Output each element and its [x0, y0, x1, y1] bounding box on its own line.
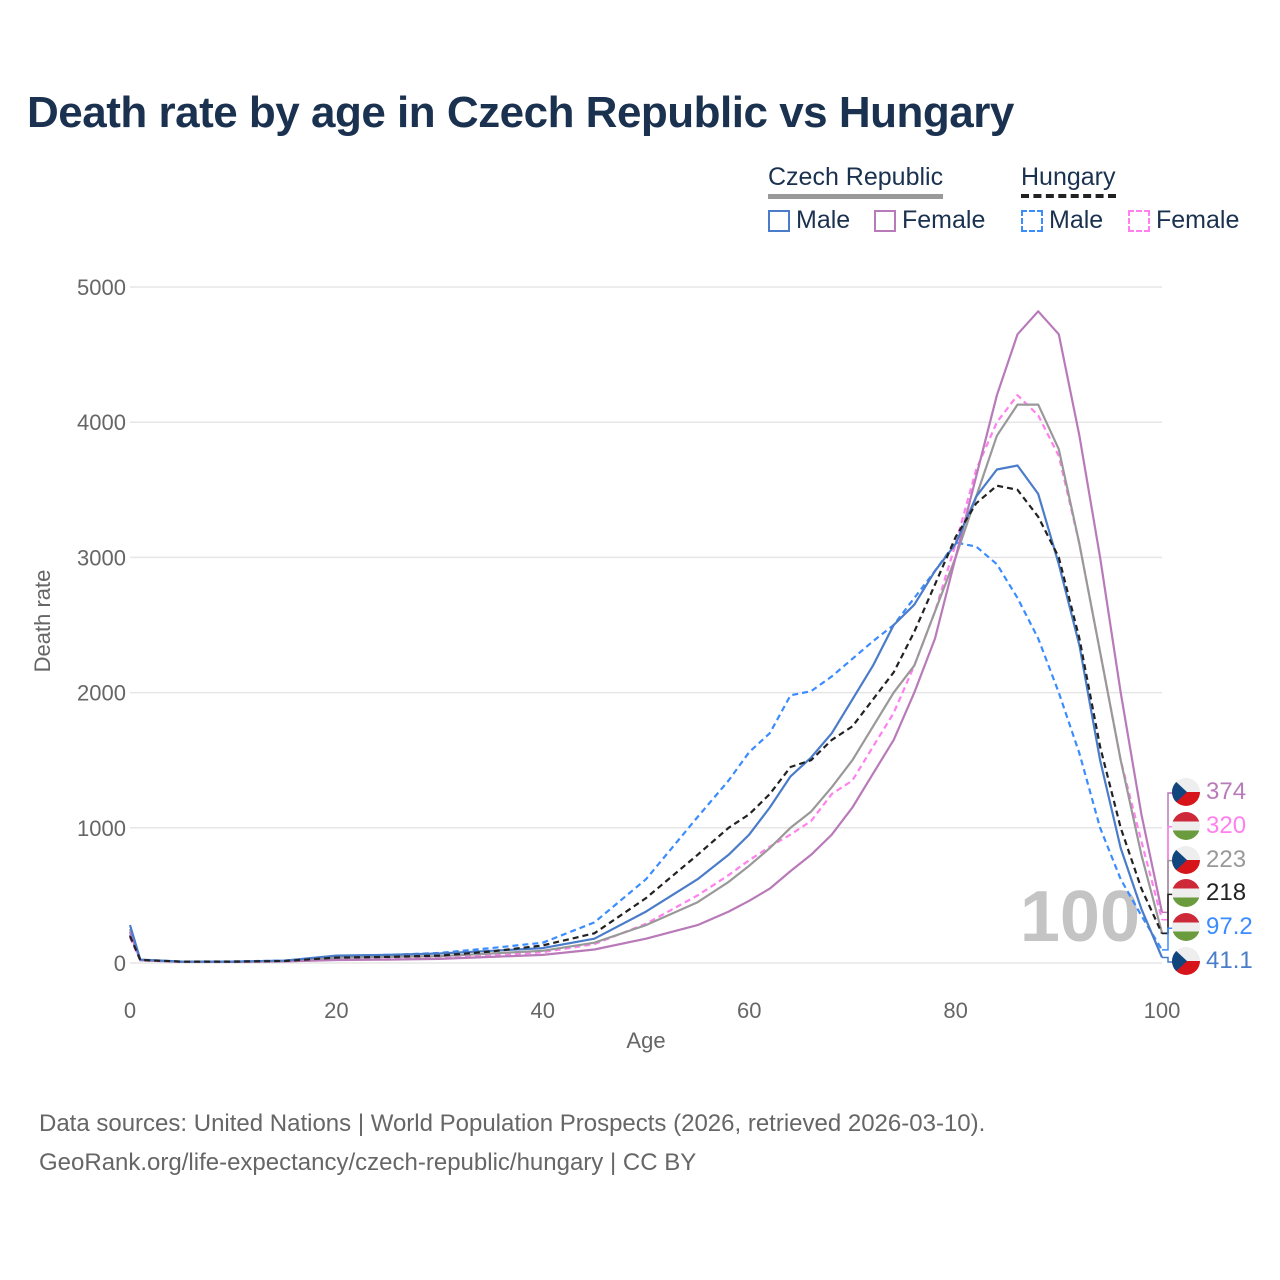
legend-item-hu-male[interactable]: Male	[1021, 206, 1103, 235]
legend-swatch	[1128, 209, 1150, 232]
end-label: 223	[1172, 845, 1247, 874]
legend-label: Female	[1156, 206, 1240, 234]
legend-label: Male	[796, 206, 851, 234]
legend-swatch	[874, 209, 896, 232]
end-label-connector	[1162, 956, 1174, 963]
series-line-czech-republic-male[interactable]	[128, 464, 1164, 963]
series-line-czech-republic-total[interactable]	[128, 403, 1164, 963]
end-label: 41.1	[1172, 947, 1253, 975]
legend-item-cz-male[interactable]: Male	[768, 206, 850, 235]
czech-flag-icon	[1172, 845, 1200, 874]
series-line-czech-republic-female[interactable]	[128, 310, 1164, 963]
x-tick-label: 20	[324, 998, 348, 1023]
legend-label: Female	[902, 206, 986, 234]
y-tick-label: 3000	[77, 545, 126, 570]
series-line-hungary-total[interactable]	[128, 484, 1163, 963]
czech-flag-icon	[1172, 778, 1200, 806]
series-line-hungary-female[interactable]	[128, 394, 1164, 963]
chart-title: Death rate by age in Czech Republic vs H…	[27, 88, 1014, 137]
end-label-value: 223	[1206, 845, 1247, 873]
end-label-value: 374	[1206, 778, 1247, 805]
x-tick-label: 80	[943, 998, 967, 1023]
series-line-hungary-male[interactable]	[128, 541, 1163, 963]
legend-swatch	[768, 209, 790, 232]
end-label-connector	[1162, 927, 1174, 951]
source-line-1: Data sources: United Nations | World Pop…	[39, 1110, 986, 1137]
legend-item-hu-female[interactable]: Female	[1128, 206, 1239, 235]
y-tick-label: 0	[114, 951, 126, 976]
legend-group-czech-republic[interactable]: Czech Republic	[768, 163, 944, 199]
end-label: 374	[1172, 778, 1246, 806]
x-tick-label: 0	[124, 998, 136, 1023]
y-tick-label: 2000	[77, 681, 126, 706]
y-tick-label: 1000	[77, 816, 126, 841]
end-label-value: 320	[1206, 811, 1247, 839]
x-tick-label: 40	[531, 998, 555, 1023]
legend-label: Male	[1049, 206, 1104, 234]
end-label: 320	[1172, 811, 1247, 840]
y-tick-label: 5000	[77, 275, 126, 300]
legend-swatch	[1021, 209, 1043, 232]
end-label-connector	[1162, 893, 1174, 935]
end-label-value: 41.1	[1206, 947, 1253, 974]
legend-group-hungary[interactable]: Hungary	[1021, 163, 1116, 198]
hungary-flag-icon	[1172, 913, 1200, 942]
hungary-flag-icon	[1172, 811, 1200, 840]
y-tick-label: 4000	[77, 410, 126, 435]
x-tick-label: 100	[1144, 998, 1181, 1023]
source-line-2[interactable]: GeoRank.org/life-expectancy/czech-republ…	[39, 1149, 697, 1176]
end-label-value: 218	[1206, 879, 1247, 907]
watermark-age: 100	[1020, 877, 1140, 957]
hungary-flag-icon	[1172, 879, 1200, 908]
x-tick-label: 60	[737, 998, 761, 1023]
end-label-value: 97.2	[1206, 913, 1253, 941]
legend-item-cz-female[interactable]: Female	[874, 206, 985, 235]
end-label: 97.2	[1172, 913, 1253, 942]
y-axis-label: Death rate	[30, 570, 55, 673]
czech-flag-icon	[1172, 947, 1200, 975]
end-label: 218	[1172, 879, 1247, 908]
x-axis-label: Age	[626, 1028, 665, 1053]
